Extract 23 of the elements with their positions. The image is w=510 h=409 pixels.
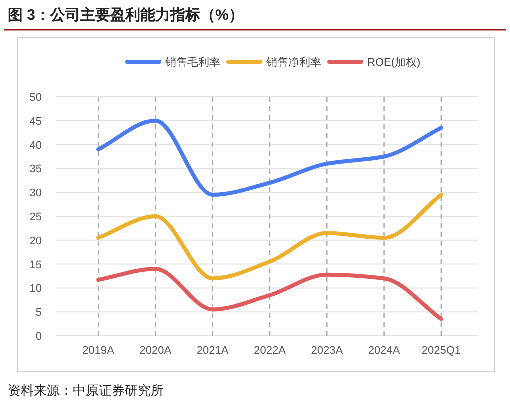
x-tick-label: 2024A [368,345,401,357]
text: 资料来源：中原证券研究所 [8,383,164,398]
y-tick-label: 5 [36,307,42,320]
y-tick-label: 10 [30,283,42,296]
x-tick-label: 2020A [140,345,172,357]
legend-label: 销售净利率 [266,56,322,69]
x-tick-label: 2022A [254,345,287,357]
y-tick-label: 20 [30,235,42,248]
y-tick-label: 0 [36,331,42,343]
legend-label: 销售毛利率 [164,56,220,69]
y-tick-label: 50 [30,92,42,104]
y-tick-label: 15 [30,259,42,272]
y-tick-label: 45 [30,116,42,128]
y-tick-label: 40 [30,140,42,152]
x-tick-label: 2021A [196,345,230,357]
title: 图 3：公司主要盈利能力指标（%） [8,7,244,24]
y-tick-label: 25 [30,212,42,224]
x-tick-label: 2025Q1 [422,345,462,357]
y-tick-label: 30 [30,188,42,200]
x-tick-label: 2023A [311,345,344,357]
legend-label: ROE(加权) [368,56,421,69]
y-tick-label: 35 [30,164,42,176]
x-tick-label: 2019A [82,345,116,357]
